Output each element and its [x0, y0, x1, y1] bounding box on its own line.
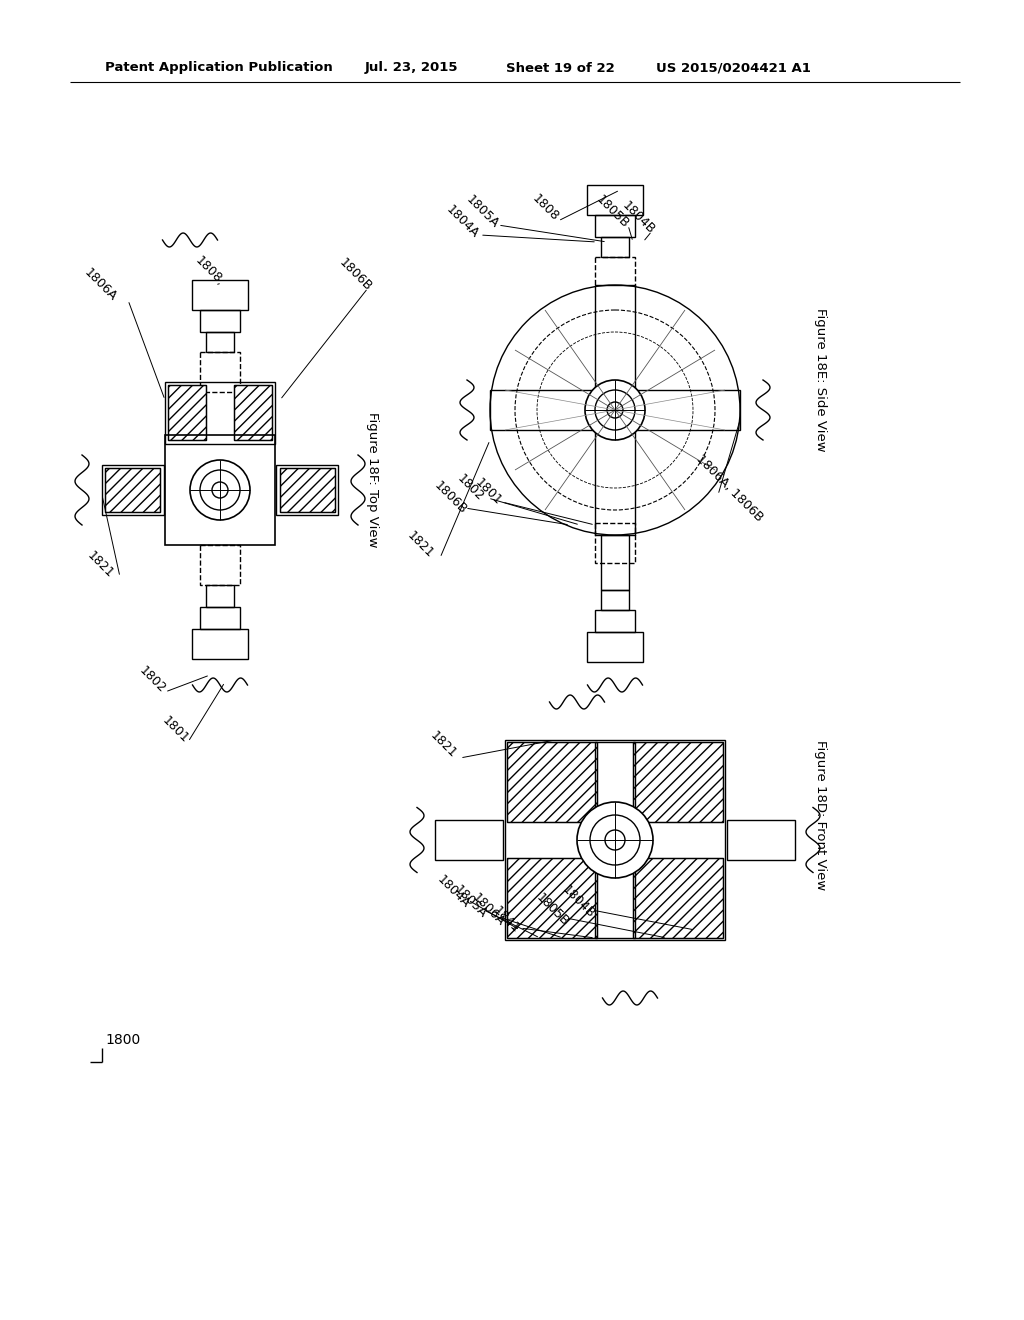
- Bar: [435, 820, 503, 861]
- Bar: [206, 585, 234, 607]
- Text: 1806A: 1806A: [469, 891, 507, 929]
- Bar: [507, 858, 597, 939]
- Bar: [168, 385, 206, 440]
- Bar: [587, 185, 643, 215]
- Circle shape: [490, 285, 740, 535]
- Text: 1804A: 1804A: [434, 873, 472, 911]
- Text: 1804B: 1804B: [620, 199, 656, 236]
- Circle shape: [577, 803, 653, 878]
- Text: 1804A: 1804A: [443, 203, 481, 240]
- Circle shape: [585, 380, 645, 440]
- Bar: [280, 469, 335, 512]
- Bar: [200, 310, 240, 333]
- Bar: [507, 742, 597, 822]
- Circle shape: [190, 459, 250, 520]
- Circle shape: [200, 470, 240, 510]
- Text: 1808: 1808: [193, 255, 224, 286]
- Bar: [200, 352, 240, 392]
- Circle shape: [607, 403, 623, 418]
- Bar: [234, 385, 272, 440]
- Circle shape: [595, 389, 635, 430]
- Bar: [168, 385, 206, 440]
- Bar: [727, 820, 795, 861]
- Text: 1801: 1801: [472, 477, 504, 508]
- Text: Figure 18E: Side View: Figure 18E: Side View: [813, 308, 826, 451]
- Circle shape: [605, 830, 625, 850]
- Text: Figure 18F: Top View: Figure 18F: Top View: [366, 412, 379, 548]
- Text: 1804B: 1804B: [559, 883, 597, 921]
- Bar: [276, 465, 338, 515]
- Bar: [633, 742, 723, 822]
- Bar: [507, 742, 597, 822]
- Bar: [595, 742, 635, 832]
- Text: 1800: 1800: [105, 1034, 140, 1047]
- Text: Figure 18D: Front View: Figure 18D: Front View: [813, 741, 826, 890]
- Bar: [595, 257, 635, 297]
- Bar: [601, 238, 629, 257]
- Text: 1806A: 1806A: [81, 267, 119, 304]
- Bar: [165, 381, 275, 444]
- Bar: [595, 523, 635, 564]
- Text: 1806B: 1806B: [336, 256, 374, 294]
- Bar: [505, 741, 725, 940]
- Bar: [633, 742, 723, 822]
- Text: 1821: 1821: [427, 729, 459, 760]
- Text: 1802: 1802: [455, 473, 485, 504]
- Bar: [206, 333, 234, 352]
- Bar: [234, 385, 272, 440]
- Bar: [587, 632, 643, 663]
- Text: 1841: 1841: [490, 904, 522, 936]
- Bar: [105, 469, 160, 512]
- Text: 1806A, 1806B: 1806A, 1806B: [694, 451, 766, 524]
- Bar: [595, 610, 635, 632]
- Bar: [601, 297, 629, 352]
- Text: 1821: 1821: [404, 529, 436, 561]
- Bar: [601, 590, 629, 610]
- Text: US 2015/0204421 A1: US 2015/0204421 A1: [656, 62, 811, 74]
- Bar: [200, 545, 240, 585]
- Bar: [601, 535, 629, 590]
- Text: 1806B: 1806B: [431, 479, 469, 517]
- Bar: [507, 858, 597, 939]
- Bar: [102, 465, 164, 515]
- Bar: [200, 607, 240, 630]
- Bar: [595, 285, 635, 535]
- Text: Patent Application Publication: Patent Application Publication: [105, 62, 333, 74]
- Circle shape: [590, 814, 640, 865]
- Text: 1821: 1821: [84, 549, 116, 581]
- Text: 1802: 1802: [136, 664, 168, 696]
- Bar: [595, 215, 635, 238]
- Text: 1805B: 1805B: [534, 891, 571, 929]
- Circle shape: [212, 482, 228, 498]
- Bar: [280, 469, 335, 512]
- Text: 1801: 1801: [159, 714, 190, 746]
- Text: Sheet 19 of 22: Sheet 19 of 22: [506, 62, 614, 74]
- Text: 1808: 1808: [529, 193, 561, 224]
- Bar: [633, 858, 723, 939]
- Bar: [595, 847, 635, 939]
- Bar: [105, 469, 160, 512]
- Text: 1805A: 1805A: [452, 883, 488, 921]
- Bar: [633, 858, 723, 939]
- Bar: [193, 630, 248, 659]
- Text: 1805B: 1805B: [593, 193, 631, 231]
- Text: Jul. 23, 2015: Jul. 23, 2015: [365, 62, 459, 74]
- Bar: [490, 389, 740, 430]
- Text: 1805A: 1805A: [463, 193, 501, 231]
- Bar: [165, 436, 275, 545]
- Bar: [193, 280, 248, 310]
